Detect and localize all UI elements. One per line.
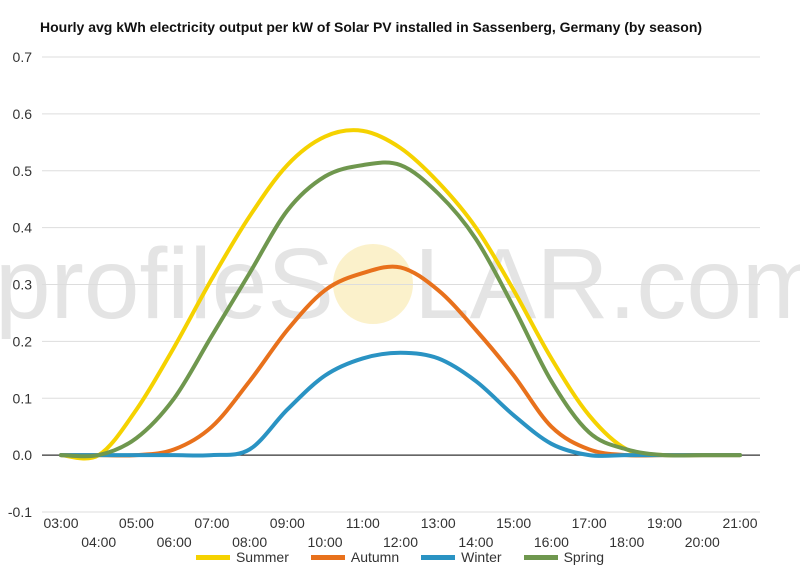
legend-item-summer[interactable]: Summer xyxy=(195,549,289,565)
series-lines xyxy=(59,128,742,461)
legend-label: Winter xyxy=(461,549,502,565)
grid xyxy=(42,56,760,513)
x-tick-label: 19:00 xyxy=(647,515,682,531)
x-tick-label: 18:00 xyxy=(609,534,644,550)
legend-swatch xyxy=(195,554,230,560)
watermark: profileS LAR.com xyxy=(0,236,800,340)
legend-label: Summer xyxy=(235,549,289,565)
legend: Summer Autumn Winter Spring xyxy=(0,549,800,565)
legend-item-autumn[interactable]: Autumn xyxy=(310,549,400,565)
x-tick-label: 14:00 xyxy=(458,534,493,550)
y-tick-label: 0.1 xyxy=(13,390,33,406)
x-tick-label: 16:00 xyxy=(534,534,569,550)
x-tick-label: 08:00 xyxy=(232,534,267,550)
y-tick-label: 0.2 xyxy=(13,333,33,349)
series-line-autumn xyxy=(59,264,742,458)
legend-label: Autumn xyxy=(350,549,400,565)
x-tick-label: 20:00 xyxy=(685,534,720,550)
x-tick-label: 09:00 xyxy=(270,515,305,531)
watermark-text-after: LAR.com xyxy=(414,236,800,340)
legend-swatch xyxy=(523,554,558,560)
legend-item-spring[interactable]: Spring xyxy=(523,549,605,565)
y-tick-label: 0.6 xyxy=(13,106,33,122)
x-tick-label: 04:00 xyxy=(81,534,116,550)
series-line-winter xyxy=(59,350,742,458)
x-tick-label: 05:00 xyxy=(119,515,154,531)
y-tick-label: 0.7 xyxy=(13,49,33,65)
x-axis: 03:0004:0005:0006:0007:0008:0009:0010:00… xyxy=(43,515,757,550)
y-axis: -0.1 0.0 0.1 0.2 0.3 0.4 0.5 0.6 0.7 xyxy=(8,49,32,520)
chart-title: Hourly avg kWh electricity output per kW… xyxy=(40,19,703,35)
x-tick-label: 03:00 xyxy=(43,515,78,531)
x-tick-label: 06:00 xyxy=(157,534,192,550)
x-tick-label: 17:00 xyxy=(572,515,607,531)
x-tick-label: 12:00 xyxy=(383,534,418,550)
x-tick-label: 10:00 xyxy=(308,534,343,550)
x-tick-label: 13:00 xyxy=(421,515,456,531)
series-line-spring xyxy=(59,160,742,459)
x-tick-label: 15:00 xyxy=(496,515,531,531)
x-tick-label: 21:00 xyxy=(722,515,757,531)
x-tick-label: 07:00 xyxy=(194,515,229,531)
legend-label: Spring xyxy=(563,549,605,565)
y-tick-label: 0.5 xyxy=(13,163,33,179)
x-tick-label: 11:00 xyxy=(346,515,380,531)
legend-item-winter[interactable]: Winter xyxy=(421,549,502,565)
legend-swatch xyxy=(310,554,345,560)
y-tick-label: -0.1 xyxy=(8,504,32,520)
series-line-summer xyxy=(59,128,742,461)
watermark-text-before: profileS xyxy=(0,236,334,340)
legend-swatch xyxy=(421,554,456,560)
y-tick-label: 0.3 xyxy=(13,277,33,293)
y-tick-label: 0.4 xyxy=(13,220,33,236)
y-tick-label: 0.0 xyxy=(13,447,33,463)
